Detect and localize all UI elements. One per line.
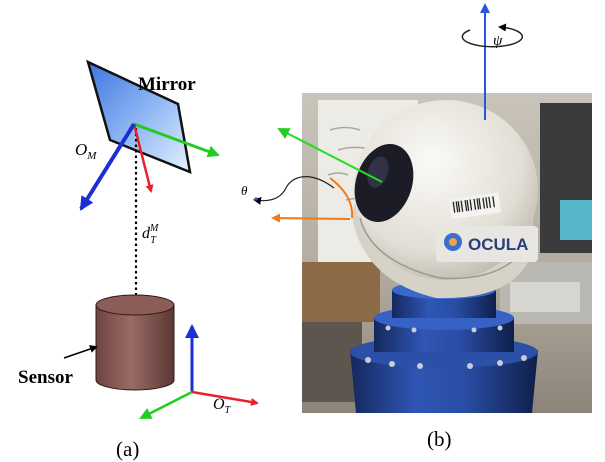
distance-label: dM T bbox=[142, 223, 159, 246]
turret-window bbox=[354, 143, 414, 223]
mirror-axis-blue bbox=[79, 122, 136, 211]
barcode-sticker bbox=[448, 192, 502, 220]
pitch-label: θ bbox=[241, 183, 248, 198]
mirror-frame-label: OM bbox=[75, 140, 97, 162]
svg-text:OCULA: OCULA bbox=[468, 235, 528, 254]
panel-b: OCULA ψ θ (b) bbox=[241, 3, 592, 451]
caption-a: (a) bbox=[116, 437, 139, 461]
mirror-axis-red bbox=[132, 123, 154, 193]
yaw-label: ψ bbox=[493, 33, 503, 49]
mirror-axis-green bbox=[133, 122, 220, 158]
sensor-axis-green bbox=[139, 390, 193, 420]
brand-badge: OCULA bbox=[436, 226, 538, 262]
panel-a: Mirror OM dM T Sensor OT (a) bbox=[18, 59, 259, 461]
caption-b: (b) bbox=[427, 427, 452, 451]
turret-photo: OCULA bbox=[302, 93, 592, 413]
yaw-rotation-arrow bbox=[461, 23, 524, 48]
pitch-arc bbox=[329, 177, 354, 219]
mirror-plane bbox=[86, 59, 192, 174]
mirror-label: Mirror bbox=[138, 74, 196, 95]
pitch-pointer bbox=[253, 176, 335, 205]
boresight-beam bbox=[277, 128, 383, 183]
sensor-frame-label: OT bbox=[213, 396, 232, 416]
sensor-cylinder bbox=[95, 294, 175, 391]
sensor-label: Sensor bbox=[18, 367, 73, 388]
pitch-axis bbox=[271, 213, 351, 223]
sensor-pointer bbox=[63, 345, 98, 359]
sensor-axis-red bbox=[191, 390, 259, 406]
